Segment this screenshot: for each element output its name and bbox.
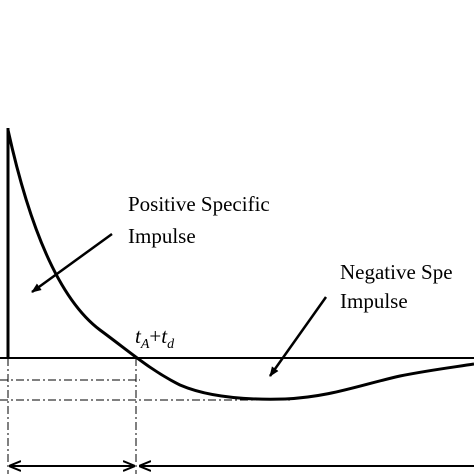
subscript: A — [140, 337, 150, 352]
pointer-arrow — [31, 232, 113, 294]
subscript: d — [167, 337, 175, 352]
guides — [0, 358, 290, 474]
label: Positive Specific — [128, 192, 270, 216]
symbol: + — [149, 324, 161, 348]
time-label: tA+td — [135, 324, 175, 352]
pressure-curve — [6, 129, 474, 401]
label: Impulse — [128, 224, 196, 248]
label: Negative Spe — [340, 260, 453, 284]
pointer-arrow — [268, 296, 328, 377]
symbol: t — [135, 324, 142, 348]
label: Impulse — [340, 289, 408, 313]
symbol: t — [161, 324, 168, 348]
